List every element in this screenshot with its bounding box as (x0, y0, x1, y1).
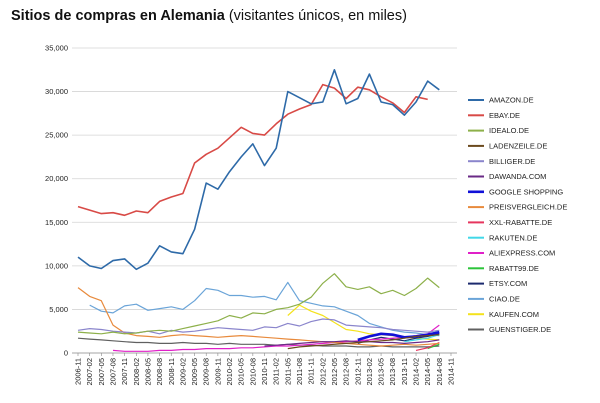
series-line-idealo-de (77, 273, 440, 335)
y-tick-label: 30,000 (45, 87, 68, 96)
x-tick-label: 2013-08 (388, 358, 397, 386)
series-line-kaufen-com (287, 304, 440, 341)
series-line-google-shopping (357, 330, 440, 342)
legend-label: GUENSTIGER.DE (489, 325, 551, 334)
legend-label: PREISVERGLEICH.DE (489, 203, 567, 212)
series-line-ebay-de (77, 83, 428, 217)
x-tick-label: 2008-11 (167, 358, 176, 385)
x-tick-label: 2010-08 (248, 358, 257, 386)
legend-label: DAWANDA.COM (489, 172, 546, 181)
x-tick-label: 2014-11 (447, 358, 456, 385)
legend-label: XXL-RABATTE.DE (489, 218, 552, 227)
chart-subtitle: (visitantes únicos, en miles) (228, 8, 407, 24)
legend-label: EBAY.DE (489, 111, 520, 120)
x-tick-label: 2011-02 (272, 358, 281, 385)
x-tick-label: 2007-02 (85, 358, 94, 386)
series-line-preisvergleich-de (77, 287, 440, 347)
x-tick-label: 2012-05 (330, 358, 339, 386)
x-tick-label: 2012-02 (318, 358, 327, 386)
y-tick-label: 10,000 (45, 261, 68, 270)
legend-label: ALIEXPRESS.COM (489, 249, 555, 258)
x-tick-label: 2012-11 (353, 358, 362, 385)
x-tick-label: 2006-11 (74, 358, 83, 385)
x-tick-label: 2009-02 (178, 358, 187, 386)
legend-label: IDEALO.DE (489, 126, 529, 135)
y-tick-label: 0 (64, 349, 68, 358)
series-line-ciao-de (89, 281, 440, 337)
legend-label: BILLIGER.DE (489, 157, 535, 166)
x-tick-label: 2007-11 (120, 358, 129, 385)
legend-label: ETSY.COM (489, 279, 527, 288)
x-tick-label: 2014-08 (435, 358, 444, 386)
legend-label: RABATT99.DE (489, 264, 539, 273)
x-tick-label: 2009-11 (213, 358, 222, 385)
x-tick-label: 2011-08 (295, 358, 304, 385)
series-line-aliexpress-com (112, 324, 440, 352)
series-line-rabatt99-de (427, 343, 440, 350)
x-tick-label: 2008-08 (155, 358, 164, 386)
series-line-dawanda-com (264, 339, 440, 347)
legend-label: GOOGLE SHOPPING (489, 187, 563, 196)
y-tick-label: 35,000 (45, 44, 68, 53)
x-tick-label: 2007-08 (108, 358, 117, 386)
x-tick-label: 2013-11 (400, 358, 409, 385)
chart-title: Sitios de compras en Alemania (visitante… (11, 8, 407, 24)
legend-label: KAUFEN.COM (489, 310, 539, 319)
y-tick-label: 25,000 (45, 131, 68, 140)
x-tick-label: 2008-05 (143, 358, 152, 386)
legend-label: AMAZON.DE (489, 96, 534, 105)
x-tick-label: 2012-08 (342, 358, 351, 386)
series-line-billiger-de (77, 318, 440, 335)
legend-label: RAKUTEN.DE (489, 233, 537, 242)
legend-label: LADENZEILE.DE (489, 142, 547, 151)
series-line-ladenzeile-de (287, 334, 440, 350)
x-tick-label: 2009-08 (202, 358, 211, 386)
x-tick-label: 2011-11 (307, 358, 316, 384)
x-tick-label: 2013-02 (365, 358, 374, 386)
x-tick-label: 2014-02 (412, 358, 421, 386)
x-tick-label: 2010-05 (237, 358, 246, 386)
x-tick-label: 2009-05 (190, 358, 199, 386)
x-tick-label: 2014-05 (423, 358, 432, 386)
series-line-rakuten-de (404, 334, 440, 343)
legend-label: CIAO.DE (489, 295, 520, 304)
y-tick-label: 15,000 (45, 218, 68, 227)
series-line-amazon-de (77, 69, 440, 271)
y-tick-label: 20,000 (45, 174, 68, 183)
x-tick-label: 2010-11 (260, 358, 269, 385)
x-tick-label: 2007-05 (97, 358, 106, 386)
x-tick-label: 2010-02 (225, 358, 234, 386)
x-tick-label: 2011-05 (283, 358, 292, 385)
y-tick-label: 5,000 (49, 305, 68, 314)
x-tick-label: 2008-02 (132, 358, 141, 386)
x-tick-label: 2013-05 (377, 358, 386, 386)
